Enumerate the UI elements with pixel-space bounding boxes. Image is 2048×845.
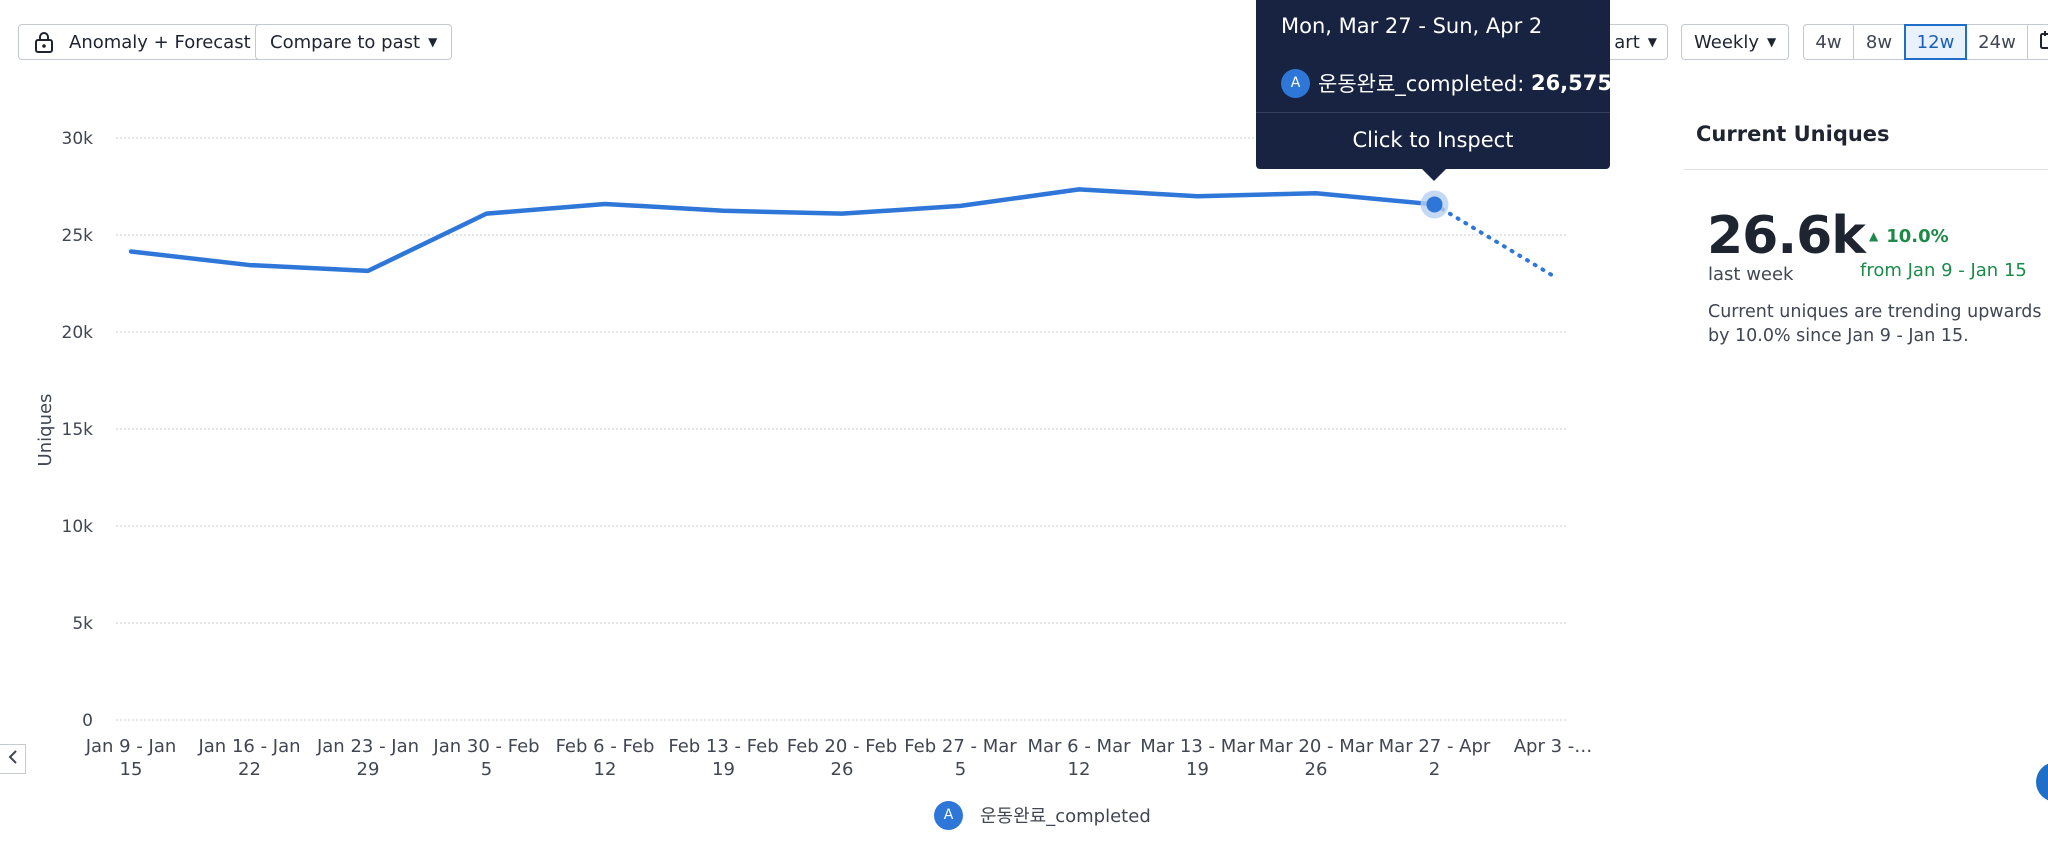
change-from: from Jan 9 - Jan 15 [1860,260,2027,281]
x-tick-label: Mar 6 - Mar [1027,736,1131,757]
x-tick-label: 22 [238,759,261,780]
x-tick-label: 12 [594,759,617,780]
x-tick-label: Jan 16 - Jan [197,736,300,757]
x-tick-label: Jan 9 - Jan [85,736,177,757]
tooltip-series-label: 운동완료_completed: [1318,72,1531,96]
chevron-down-icon: ▼ [428,35,438,49]
range-8w-label: 8w [1865,31,1893,53]
x-tick-label: Mar 20 - Mar [1259,736,1374,757]
legend-badge: A [934,800,963,830]
up-arrow-icon: ▲ [1869,229,1879,243]
chart-type-label: art [1614,31,1640,53]
lock-icon [33,30,55,54]
interval-dropdown[interactable]: Weekly ▼ [1681,24,1790,60]
anomaly-forecast-button[interactable]: Anomaly + Forecast [18,24,266,60]
tooltip-divider [1256,112,1610,113]
range-12w-label: 12w [1916,31,1955,53]
x-tick-label: 5 [955,759,966,780]
x-tick-label: Feb 20 - Feb [787,736,897,757]
chart-legend[interactable]: A 운동완료_completed [934,800,1151,830]
anomaly-forecast-label: Anomaly + Forecast [69,31,251,53]
x-tick-label: 19 [1186,759,1209,780]
y-tick-label: 30k [62,129,94,149]
x-tick-label: 15 [120,759,143,780]
collapse-panel-button[interactable] [0,744,26,774]
forecast-line [1432,202,1555,278]
tooltip-value: 26,575 [1530,71,1612,95]
y-tick-label: 20k [62,323,94,343]
x-tick-label: 26 [831,759,854,780]
period-label: last week [1708,264,1794,285]
compare-label: Compare to past [270,31,421,53]
interval-label: Weekly [1694,31,1759,53]
change-percent: ▲ 10.0% [1869,226,1949,247]
chevron-down-icon: ▼ [1766,35,1777,49]
range-12w-button[interactable]: 12w [1904,24,1967,60]
tooltip-series-row: A 운동완료_completed: 26,575 [1281,68,1612,98]
range-4w-label: 4w [1815,31,1842,53]
series-badge: A [1281,68,1310,98]
side-panel-title: Current Uniques [1696,122,1890,146]
help-chat-button[interactable] [2036,762,2048,802]
range-24w-label: 24w [1978,31,2016,53]
side-panel-divider [1684,169,2048,170]
y-tick-label: 10k [62,517,94,537]
x-tick-label: 26 [1305,759,1328,780]
x-tick-label: Feb 13 - Feb [668,736,778,757]
x-tick-label: Mar 27 - Apr [1379,736,1491,757]
legend-label: 운동완료_completed [980,806,1151,827]
y-axis-label: Uniques [35,394,56,467]
y-tick-label: 15k [62,420,94,440]
data-point-tooltip[interactable]: Mon, Mar 27 - Sun, Apr 2 A 운동완료_complete… [1256,0,1612,181]
compare-to-past-dropdown[interactable]: Compare to past ▼ [255,24,453,60]
y-tick-label: 5k [72,614,93,634]
x-tick-label: Jan 23 - Jan [316,736,419,757]
range-24w-button[interactable]: 24w [1966,24,2028,60]
tooltip-arrow [1422,169,1446,181]
series-line [128,187,1437,274]
highlight-point [1426,196,1443,213]
click-to-inspect[interactable]: Click to Inspect [1352,128,1514,152]
chevron-down-icon: ▼ [1647,35,1657,49]
change-value: 10.0% [1886,226,1949,247]
x-tick-label: 2 [1429,759,1440,780]
current-uniques-value: 26.6k [1707,206,1866,266]
calendar-icon [2039,30,2048,55]
x-tick-label: 5 [481,759,492,780]
range-4w-button[interactable]: 4w [1803,24,1854,60]
x-tick-label: Apr 3 -… [1514,736,1593,757]
x-tick-label: Mar 13 - Mar [1140,736,1255,757]
y-tick-label: 25k [62,226,94,246]
x-tick-label: 19 [712,759,735,780]
x-tick-label: Feb 6 - Feb [556,736,655,757]
range-8w-button[interactable]: 8w [1853,24,1905,60]
tooltip-date: Mon, Mar 27 - Sun, Apr 2 [1281,14,1543,38]
x-tick-label: 29 [357,759,380,780]
chevron-left-icon [8,749,18,769]
calendar-button[interactable] [2027,24,2048,60]
trend-description: Current uniques are trending upwards by … [1708,302,2042,346]
x-tick-label: Feb 27 - Mar [904,736,1017,757]
y-tick-label: 0 [82,711,93,731]
x-tick-label: Jan 30 - Feb [432,736,539,757]
x-tick-label: 12 [1068,759,1091,780]
